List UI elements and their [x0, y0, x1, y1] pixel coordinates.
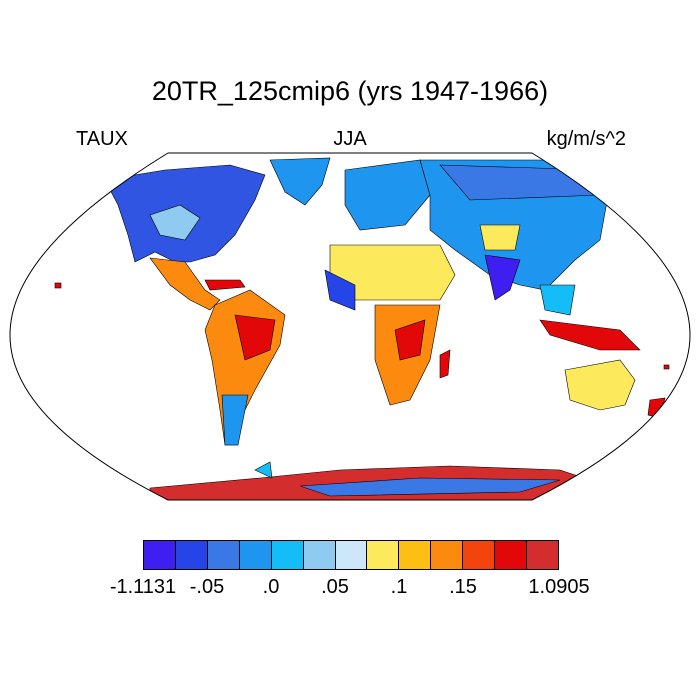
colorbar-swatch-12	[527, 541, 558, 569]
new-zealand-region	[647, 397, 666, 419]
africa-central-region	[394, 319, 426, 361]
colorbar-swatch-5	[303, 541, 336, 569]
colorbar-swatch-2	[207, 541, 240, 569]
india-region	[484, 254, 521, 301]
central-asia-region	[479, 224, 521, 251]
colorbar-tick-label: 1.0905	[528, 576, 590, 598]
map-outline	[9, 152, 691, 501]
units-label: kg/m/s^2	[546, 128, 626, 150]
antarctic-peninsula-region	[254, 461, 273, 479]
variable-label: TAUX	[76, 128, 128, 150]
caribbean-region	[204, 279, 246, 291]
colorbar-tick-label: -1.1131	[109, 576, 177, 598]
colorbar-tick-label: .05	[321, 576, 349, 598]
colorbar-swatch-6	[335, 541, 368, 569]
south-america-south-region	[221, 394, 249, 446]
colorbar	[143, 540, 559, 570]
colorbar-tick-label: .1	[390, 576, 408, 598]
colorbar-swatch-9	[431, 541, 464, 569]
colorbar-swatch-1	[175, 541, 208, 569]
amazon-region	[234, 314, 276, 361]
hawaii-region	[54, 282, 62, 289]
australia-region	[564, 359, 636, 411]
season-label: JJA	[333, 128, 367, 150]
north-america-central-region	[149, 204, 201, 241]
indonesia-region	[539, 319, 641, 351]
colorbar-swatch-3	[239, 541, 272, 569]
colorbar-tick-label: .15	[449, 576, 477, 598]
colorbar-swatch-10	[463, 541, 496, 569]
pacific-island-region	[663, 364, 670, 370]
colorbar-tick-label: -.05	[189, 576, 225, 598]
colorbar-swatch-11	[495, 541, 528, 569]
antarctica-blue-band	[299, 477, 561, 497]
colorbar-swatch-4	[271, 541, 304, 569]
colorbar-tick-label: .0	[262, 576, 280, 598]
colorbar-swatch-0	[144, 541, 176, 569]
colorbar-swatch-8	[399, 541, 432, 569]
southeast-asia-region	[539, 284, 576, 316]
colorbar-swatch-7	[367, 541, 400, 569]
madagascar-region	[439, 349, 451, 379]
map-title: 20TR_125cmip6 (yrs 1947-1966)	[151, 76, 549, 106]
africa-west-region	[324, 269, 356, 311]
south-america-region	[204, 289, 286, 446]
europe-region	[344, 159, 431, 231]
greenland-region	[269, 157, 331, 206]
